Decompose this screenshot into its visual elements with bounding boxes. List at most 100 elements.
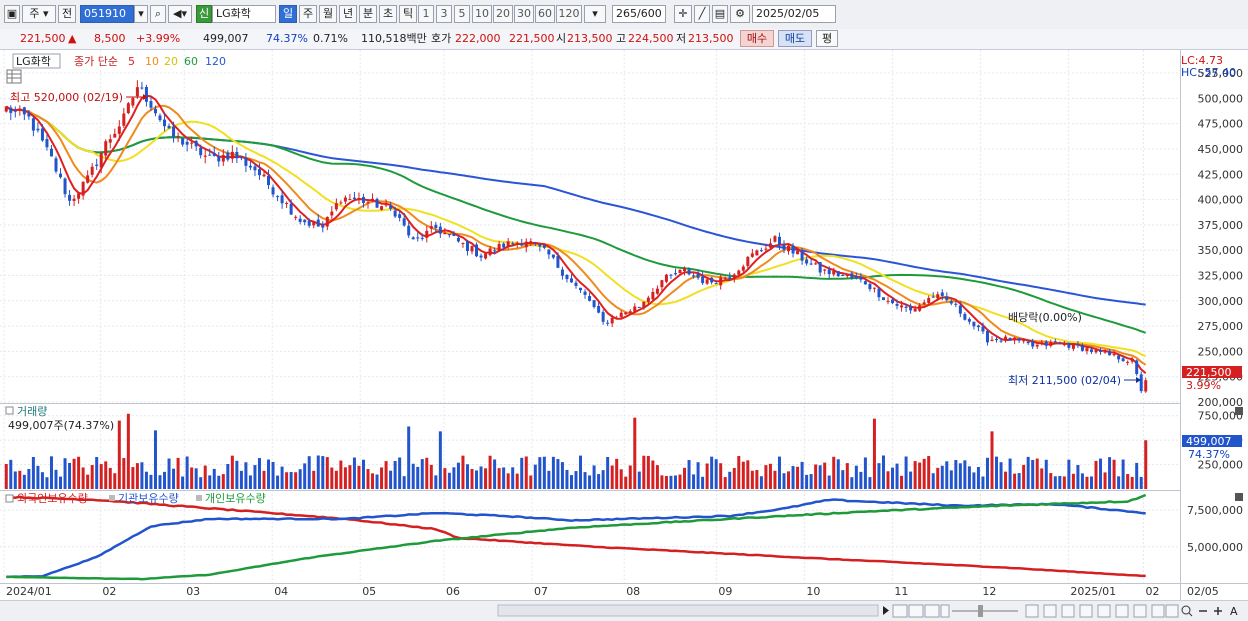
first-page-icon[interactable] bbox=[892, 604, 908, 618]
candle-up bbox=[357, 197, 361, 200]
volume-panel-checkbox[interactable] bbox=[5, 406, 14, 415]
search-icon[interactable]: ⌕ bbox=[150, 5, 166, 23]
layout-icon[interactable] bbox=[1115, 604, 1129, 618]
change-arrow-icon: ▲ bbox=[68, 32, 77, 45]
date-field[interactable]: 2025/02/05 bbox=[752, 5, 836, 23]
evaluate-button[interactable]: 평 bbox=[816, 30, 838, 47]
volume-bar bbox=[1026, 456, 1030, 489]
volume-bar bbox=[999, 462, 1003, 489]
volume-bar bbox=[9, 459, 13, 489]
minute-choice-60[interactable]: 60 bbox=[535, 5, 555, 23]
font-size-icon[interactable]: A bbox=[1230, 605, 1238, 618]
candle-down bbox=[181, 138, 185, 145]
speaker-icon[interactable]: ◀▾ bbox=[168, 5, 192, 23]
holdings-panel-checkbox[interactable] bbox=[5, 494, 14, 503]
period-day[interactable]: 일 bbox=[279, 5, 297, 23]
period-tick[interactable]: 틱 bbox=[399, 5, 417, 23]
layout-icon[interactable] bbox=[1025, 604, 1039, 618]
data-table-icon[interactable] bbox=[6, 69, 22, 84]
zoom-search-icon[interactable] bbox=[1181, 605, 1191, 615]
horizontal-scrollbar[interactable] bbox=[497, 604, 879, 617]
market-mode-select[interactable]: 주 ▾ bbox=[22, 5, 56, 23]
candle-down bbox=[1121, 358, 1125, 362]
zoom-slider-handle[interactable] bbox=[978, 605, 983, 617]
low-label: 저 bbox=[676, 32, 687, 45]
period-year[interactable]: 년 bbox=[339, 5, 357, 23]
volume-bar bbox=[149, 474, 153, 489]
volume-bar bbox=[809, 474, 813, 489]
layout-icon[interactable] bbox=[1151, 604, 1165, 618]
volume-bar bbox=[687, 460, 691, 489]
layout-icon[interactable] bbox=[1061, 604, 1075, 618]
minute-choice-3[interactable]: 3 bbox=[436, 5, 452, 23]
candle-down bbox=[696, 273, 700, 278]
sell-button[interactable]: 매도 bbox=[778, 30, 812, 47]
period-month[interactable]: 월 bbox=[319, 5, 337, 23]
layout-icon[interactable] bbox=[1043, 604, 1057, 618]
candle-up bbox=[615, 318, 619, 320]
view-mode-button[interactable]: 전 bbox=[58, 5, 76, 23]
minute-choice-30[interactable]: 30 bbox=[514, 5, 534, 23]
period-minute[interactable]: 분 bbox=[359, 5, 377, 23]
candle-down bbox=[565, 274, 569, 280]
volume-bar bbox=[823, 462, 827, 489]
scroll-right-icon[interactable] bbox=[883, 606, 889, 615]
volume-bar bbox=[488, 455, 492, 489]
volume-bar bbox=[267, 459, 271, 489]
last-page-icon[interactable] bbox=[940, 604, 950, 618]
buy-button[interactable]: 매수 bbox=[740, 30, 774, 47]
candle-down bbox=[153, 108, 157, 114]
layout-icon[interactable] bbox=[1165, 604, 1179, 618]
minute-choice-20[interactable]: 20 bbox=[493, 5, 513, 23]
volume-bar bbox=[845, 463, 849, 489]
low-price: 213,500 bbox=[688, 32, 734, 45]
volume-bar bbox=[122, 458, 126, 489]
volume-bar bbox=[945, 461, 949, 489]
ma60-line bbox=[5, 105, 1147, 334]
open-price: 213,500 bbox=[567, 32, 613, 45]
layout-icon[interactable] bbox=[1097, 604, 1111, 618]
institution-holdings-line bbox=[6, 498, 1146, 579]
draw-tool-icon[interactable]: ╱ bbox=[694, 5, 710, 23]
stock-name-field[interactable]: LG화학 bbox=[212, 5, 276, 23]
volume-bar bbox=[298, 469, 302, 489]
candle-up bbox=[990, 339, 994, 342]
candle-up bbox=[384, 204, 388, 206]
save-icon[interactable]: ▤ bbox=[712, 5, 728, 23]
volume-bar bbox=[1008, 458, 1012, 489]
stock-code-input[interactable]: 051910 bbox=[80, 5, 134, 23]
candle-down bbox=[999, 340, 1003, 342]
candle-up bbox=[131, 98, 135, 106]
stock-name-chip[interactable] bbox=[12, 53, 61, 69]
stock-chart[interactable]: 200,000225,000250,000275,000300,000325,0… bbox=[0, 50, 1248, 621]
legend-marker-icon bbox=[109, 495, 115, 501]
minute-choice-10[interactable]: 10 bbox=[472, 5, 492, 23]
candle-up bbox=[1049, 342, 1053, 346]
code-dropdown-icon[interactable]: ▾ bbox=[134, 5, 148, 23]
candle-up bbox=[348, 199, 352, 201]
play-icon[interactable] bbox=[908, 604, 924, 618]
candle-up bbox=[755, 250, 759, 256]
minute-choice-120[interactable]: 120 bbox=[556, 5, 582, 23]
interval-dropdown-icon[interactable]: ▾ bbox=[584, 5, 606, 23]
holdings-panel-close-icon[interactable] bbox=[1235, 493, 1243, 501]
ma-legend-label: 종가 단순 bbox=[74, 55, 118, 68]
candle-up bbox=[72, 198, 76, 201]
candle-down bbox=[637, 306, 641, 308]
bar-count-field[interactable]: 265/600 bbox=[612, 5, 666, 23]
volume-panel-close-icon[interactable] bbox=[1235, 407, 1243, 415]
window-menu-icon[interactable]: ▣ bbox=[4, 5, 20, 23]
layout-icon[interactable] bbox=[1133, 604, 1147, 618]
stop-icon[interactable] bbox=[924, 604, 940, 618]
minute-choice-5[interactable]: 5 bbox=[454, 5, 470, 23]
period-second[interactable]: 초 bbox=[379, 5, 397, 23]
period-week[interactable]: 주 bbox=[299, 5, 317, 23]
settings-gear-icon[interactable]: ⚙ bbox=[730, 5, 750, 23]
minute-choice-1[interactable]: 1 bbox=[418, 5, 434, 23]
volume-bar bbox=[131, 467, 135, 489]
crosshair-icon[interactable]: ✛ bbox=[674, 5, 692, 23]
layout-icon[interactable] bbox=[1079, 604, 1093, 618]
volume-bar bbox=[86, 474, 90, 489]
volume-bar bbox=[764, 465, 768, 489]
volume-bar bbox=[90, 465, 94, 489]
